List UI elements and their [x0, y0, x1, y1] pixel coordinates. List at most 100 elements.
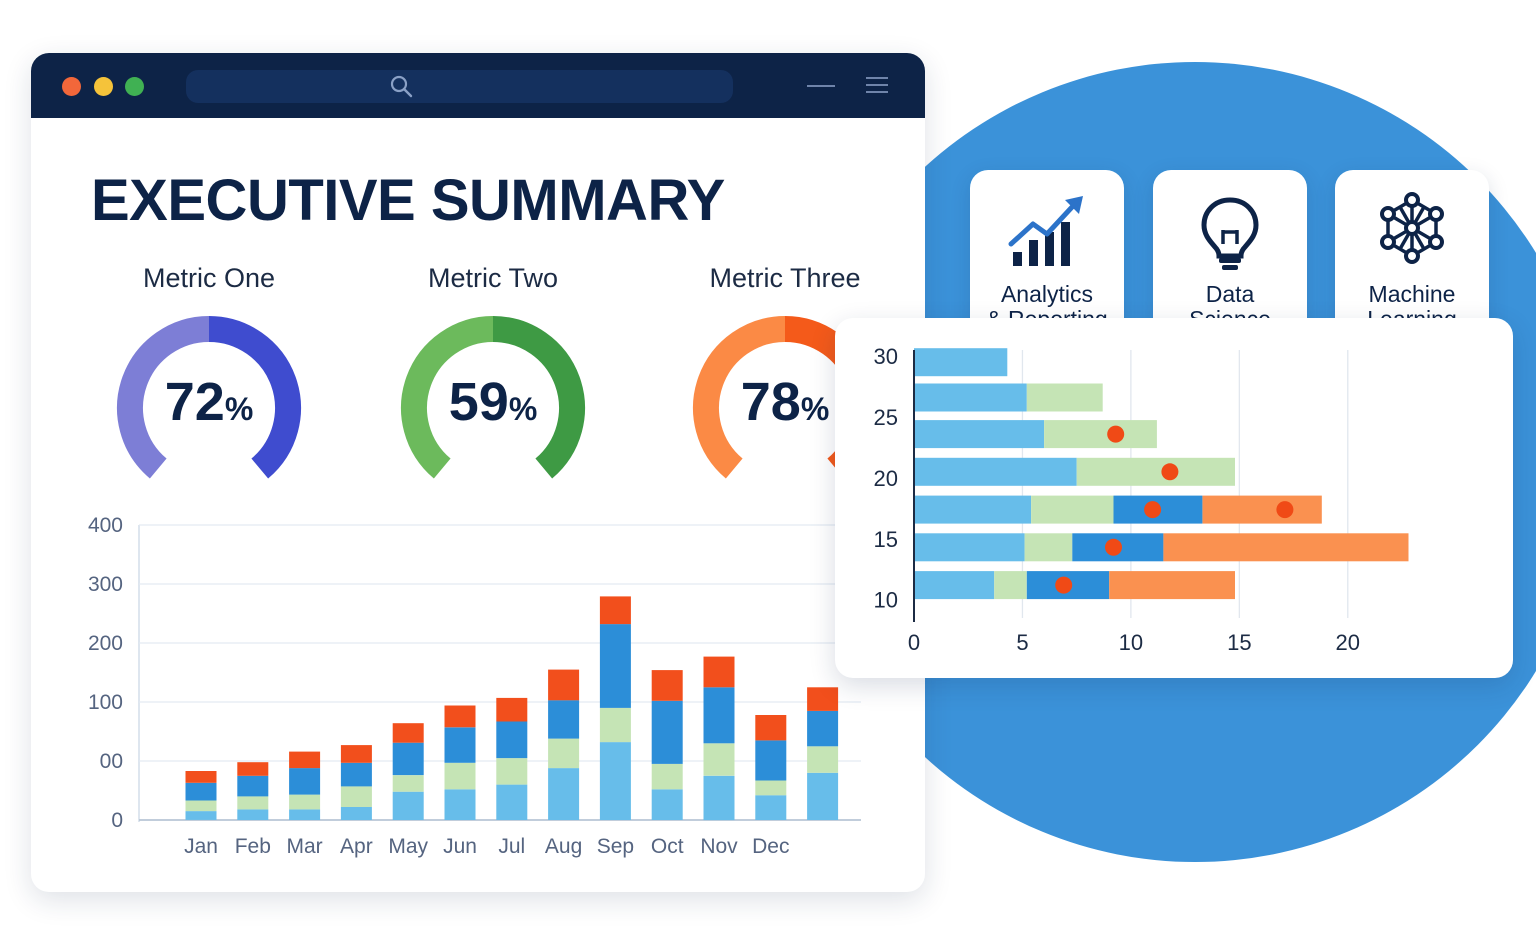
bar-segment	[1031, 495, 1114, 524]
bar-segment	[392, 775, 424, 792]
bar-segment	[185, 811, 217, 820]
data-marker	[1276, 501, 1294, 519]
bar-segment	[548, 738, 580, 769]
bar-segment	[651, 763, 683, 790]
minimize-dot[interactable]	[94, 77, 113, 96]
x-tick-label: Jul	[498, 835, 525, 858]
x-tick-label: 10	[1119, 630, 1143, 655]
bar-segment	[444, 727, 476, 763]
bar-segment	[599, 707, 631, 743]
minimize-icon[interactable]	[806, 79, 836, 93]
data-marker	[1144, 501, 1162, 519]
x-tick-label: 15	[1227, 630, 1251, 655]
bar-segment	[651, 700, 683, 764]
bar-segment	[444, 762, 476, 790]
metric-value: 72%	[164, 372, 254, 432]
search-icon	[390, 75, 413, 98]
bar-segment	[185, 800, 217, 812]
y-tick-label: 25	[874, 405, 898, 430]
bar-segment	[703, 687, 735, 744]
bar-segment	[755, 740, 787, 781]
x-tick-label: May	[388, 835, 428, 858]
y-tick-label: 10	[874, 588, 898, 613]
bar-segment	[548, 768, 580, 820]
x-tick-label: Jan	[184, 835, 218, 858]
bar-segment	[289, 809, 321, 820]
x-tick-label: Apr	[340, 835, 373, 858]
dashboard-window: EXECUTIVE SUMMARY Metric One 72% Metric …	[31, 53, 925, 892]
x-tick-label: Feb	[235, 835, 271, 858]
bar-segment	[340, 762, 372, 787]
maximize-dot[interactable]	[125, 77, 144, 96]
bar-segment	[599, 742, 631, 820]
y-tick-label: 30	[874, 344, 898, 369]
bar-segment	[755, 780, 787, 796]
data-marker	[1105, 538, 1122, 556]
bar-segment	[1024, 533, 1073, 562]
gauge-ring	[401, 316, 585, 479]
y-tick-label: 300	[88, 573, 123, 596]
bar-segment	[1202, 495, 1322, 524]
horizontal-stacked-bar-chart: 0 5 10 15 20 10 15 20 25 30	[874, 344, 1409, 655]
bar-segment	[914, 420, 1045, 449]
metric-two: Metric Two 59%	[383, 263, 603, 483]
x-tick-label: 5	[1016, 630, 1028, 655]
bar-segment	[755, 715, 787, 741]
x-tick-label: Sep	[597, 835, 634, 858]
bar-segment	[496, 758, 528, 785]
x-tick-label: 0	[908, 630, 920, 655]
x-tick-label: Aug	[545, 835, 582, 858]
y-tick-label: 15	[874, 527, 898, 552]
bar-segment	[289, 751, 321, 769]
data-marker	[1161, 463, 1179, 481]
bar-segment	[1044, 420, 1157, 449]
metric-value: 59%	[448, 372, 538, 432]
bar-segment	[1109, 571, 1235, 600]
bar-segment	[1163, 533, 1409, 562]
bar-segment	[599, 596, 631, 625]
bar-segment	[289, 768, 321, 795]
bar-segment	[599, 624, 631, 708]
bar-segment	[1076, 457, 1235, 486]
menu-icon[interactable]	[865, 75, 889, 95]
bar-segment	[914, 533, 1025, 562]
bar-segment	[914, 495, 1032, 524]
window-titlebar	[31, 53, 925, 118]
bar-segment	[392, 791, 424, 820]
bar-segment	[237, 762, 269, 776]
bar-segment	[289, 794, 321, 810]
bar-segment	[237, 809, 269, 820]
metric-label: Metric Three	[709, 263, 861, 293]
search-bar[interactable]	[186, 70, 733, 103]
gauge-ring	[117, 316, 301, 479]
bar-segment	[392, 742, 424, 776]
bar-segment	[807, 772, 839, 820]
bar-segment	[548, 669, 580, 701]
bar-segment	[237, 775, 269, 797]
horizontal-bar-panel: 0 5 10 15 20 10 15 20 25 30	[835, 318, 1513, 678]
close-dot[interactable]	[62, 77, 81, 96]
bar-segment	[651, 670, 683, 701]
bar-segment	[703, 743, 735, 776]
network-icon	[1380, 192, 1444, 264]
bar-segment	[392, 723, 424, 743]
metric-label: Metric One	[142, 263, 276, 293]
y-tick-label: 400	[88, 514, 123, 537]
y-tick-label: 100	[88, 691, 123, 714]
metric-three: Metric Three 78%	[675, 263, 895, 483]
bar-segment	[237, 796, 269, 810]
x-tick-label: 20	[1336, 630, 1360, 655]
bar-segment	[807, 687, 839, 711]
y-tick-label: 200	[88, 632, 123, 655]
bar-segment	[548, 700, 580, 739]
bar-segment	[914, 348, 1008, 377]
bar-segment	[914, 457, 1077, 486]
analytics-icon	[1008, 196, 1083, 266]
bar-segment	[807, 710, 839, 747]
bar-segment	[651, 789, 683, 820]
x-tick-label: Oct	[651, 835, 684, 858]
bar-segment	[807, 746, 839, 773]
bar-segment	[994, 571, 1027, 600]
bar-segment	[496, 721, 528, 759]
